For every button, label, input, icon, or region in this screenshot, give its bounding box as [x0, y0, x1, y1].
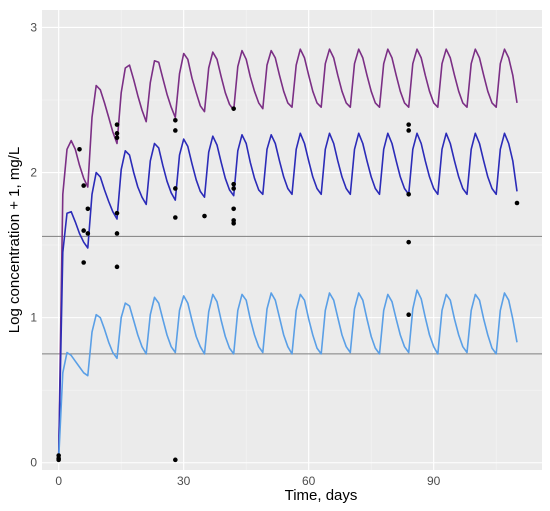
x-tick-label: 60: [302, 474, 316, 488]
observed-point: [406, 128, 411, 133]
observed-point: [85, 231, 91, 236]
observed-point: [173, 215, 178, 220]
y-tick-label: 1: [30, 311, 37, 325]
y-tick-label: 2: [30, 166, 37, 180]
series-lines: [57, 48, 518, 459]
plot-panel: [42, 10, 542, 470]
y-tick-labels: 0 1 2 3: [30, 20, 37, 469]
observed-point: [406, 191, 411, 197]
observed-point: [173, 186, 178, 191]
series-line-2: [57, 132, 518, 456]
observed-point: [173, 128, 178, 133]
observed-point: [231, 186, 236, 191]
observed-point: [114, 231, 120, 236]
observed-point: [114, 264, 120, 270]
observed-point: [81, 228, 86, 233]
y-tick-label: 3: [30, 20, 37, 34]
observed-point: [114, 135, 120, 140]
observed-point: [173, 457, 178, 463]
observed-point: [81, 183, 86, 188]
observed-point: [514, 200, 520, 206]
observed-point: [56, 457, 61, 463]
series-line-3: [57, 289, 518, 459]
observed-point: [85, 206, 91, 212]
observed-point: [406, 239, 411, 245]
observed-point: [406, 122, 411, 127]
observed-point: [77, 147, 82, 152]
observed-point: [406, 312, 411, 318]
major-gridlines: [42, 10, 542, 470]
observed-points: [56, 106, 520, 463]
x-tick-label: 90: [427, 474, 441, 488]
observed-point: [231, 206, 236, 212]
x-axis-title: Time, days: [285, 487, 358, 504]
y-tick-label: 0: [30, 456, 37, 470]
observed-point: [173, 117, 178, 123]
x-tick-labels: 0 30 60 90: [55, 474, 440, 488]
observed-point: [231, 181, 236, 187]
series-line-1: [57, 48, 518, 456]
observed-point: [231, 221, 236, 226]
observed-point: [81, 260, 86, 265]
observed-point: [231, 106, 236, 111]
observed-point: [114, 122, 120, 127]
observed-point: [114, 210, 120, 216]
y-axis-title: Log concentration + 1, mg/L: [6, 147, 23, 333]
x-tick-label: 0: [55, 474, 62, 488]
observed-point: [114, 131, 120, 136]
x-tick-label: 30: [177, 474, 191, 488]
observed-point: [202, 213, 207, 219]
